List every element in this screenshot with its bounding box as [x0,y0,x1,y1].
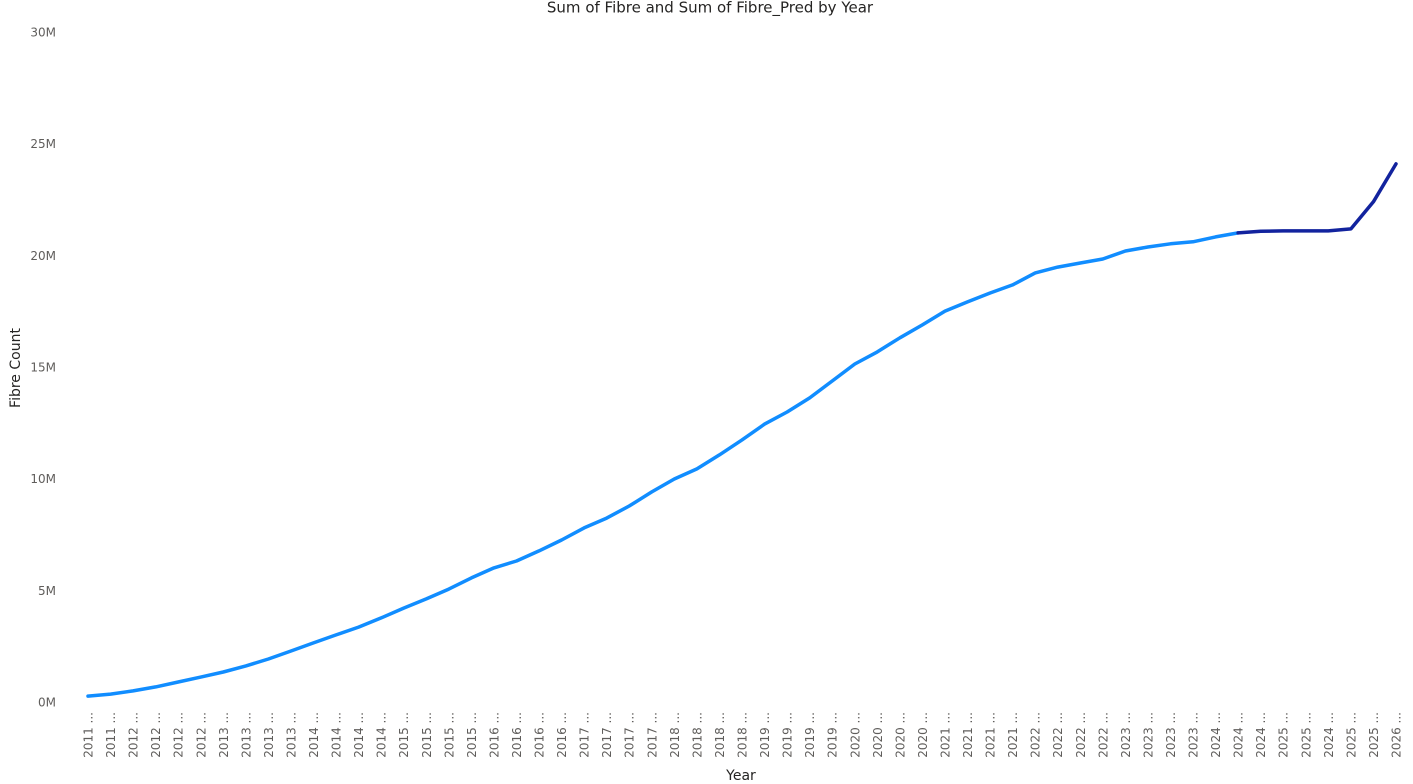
x-tick-label: 2026 ... [1390,712,1404,758]
x-tick-label: 2020 ... [916,712,930,758]
x-tick-label: 2020 ... [848,712,862,758]
x-tick-label: 2013 ... [262,712,276,758]
x-tick-label: 2018 ... [713,712,727,758]
x-tick-label: 2023 ... [1187,712,1201,758]
x-tick-label: 2012 ... [149,712,163,758]
x-tick-label: 2023 ... [1141,712,1155,758]
y-tick-label: 25M [30,137,56,151]
x-tick-label: 2014 ... [352,712,366,758]
x-tick-label: 2011 ... [82,712,96,758]
x-axis-title: Year [725,768,756,784]
x-tick-label: 2014 ... [307,712,321,758]
x-tick-label: 2021 ... [938,712,952,758]
x-tick-label: 2023 ... [1164,712,1178,758]
x-tick-label: 2012 ... [194,712,208,758]
x-tick-label: 2015 ... [420,712,434,758]
x-tick-label: 2016 ... [533,712,547,758]
x-tick-label: 2022 ... [1074,712,1088,758]
line-series [1236,162,1398,235]
line-series [86,231,1240,698]
x-tick-label: 2017 ... [600,712,614,758]
x-tick-label: 2015 ... [397,712,411,758]
x-tick-label: 2019 ... [758,712,772,758]
x-tick-label: 2025 ... [1299,712,1313,758]
x-tick-label: 2018 ... [736,712,750,758]
x-tick-label: 2015 ... [442,712,456,758]
chart-title: Sum of Fibre and Sum of Fibre_Pred by Ye… [547,0,874,18]
x-tick-label: 2023 ... [1119,712,1133,758]
x-tick-label: 2019 ... [826,712,840,758]
x-tick-label: 2012 ... [127,712,141,758]
x-tick-label: 2022 ... [1051,712,1065,758]
x-tick-label: 2014 ... [330,712,344,758]
x-tick-label: 2021 ... [1006,712,1020,758]
x-tick-label: 2017 ... [623,712,637,758]
x-tick-label: 2024 ... [1209,712,1223,758]
x-tick-label: 2012 ... [172,712,186,758]
x-tick-label: 2022 ... [1029,712,1043,758]
x-tick-label: 2025 ... [1367,712,1381,758]
x-tick-label: 2016 ... [510,712,524,758]
y-tick-label: 15M [30,361,56,375]
x-tick-label: 2018 ... [668,712,682,758]
x-tick-label: 2015 ... [465,712,479,758]
x-tick-label: 2017 ... [645,712,659,758]
y-tick-label: 20M [30,249,56,263]
x-tick-label: 2011 ... [104,712,118,758]
x-tick-label: 2013 ... [217,712,231,758]
y-tick-label: 10M [30,472,56,486]
x-tick-label: 2020 ... [871,712,885,758]
x-tick-label: 2019 ... [781,712,795,758]
x-tick-label: 2025 ... [1344,712,1358,758]
x-tick-label: 2016 ... [555,712,569,758]
x-tick-label: 2025 ... [1277,712,1291,758]
y-axis-title: Fibre Count [8,328,24,408]
x-tick-label: 2024 ... [1254,712,1268,758]
x-tick-label: 2024 ... [1322,712,1336,758]
y-tick-label: 5M [38,584,56,598]
x-tick-label: 2016 ... [487,712,501,758]
x-tick-label: 2021 ... [984,712,998,758]
x-tick-label: 2013 ... [239,712,253,758]
x-tick-label: 2020 ... [893,712,907,758]
y-tick-label: 30M [30,26,56,40]
x-tick-label: 2021 ... [961,712,975,758]
x-tick-label: 2014 ... [375,712,389,758]
x-tick-label: 2018 ... [690,712,704,758]
x-tick-label: 2019 ... [803,712,817,758]
x-tick-label: 2017 ... [578,712,592,758]
x-tick-label: 2022 ... [1096,712,1110,758]
x-tick-label: 2013 ... [284,712,298,758]
x-tick-label: 2024 ... [1232,712,1246,758]
y-tick-label: 0M [38,696,56,710]
